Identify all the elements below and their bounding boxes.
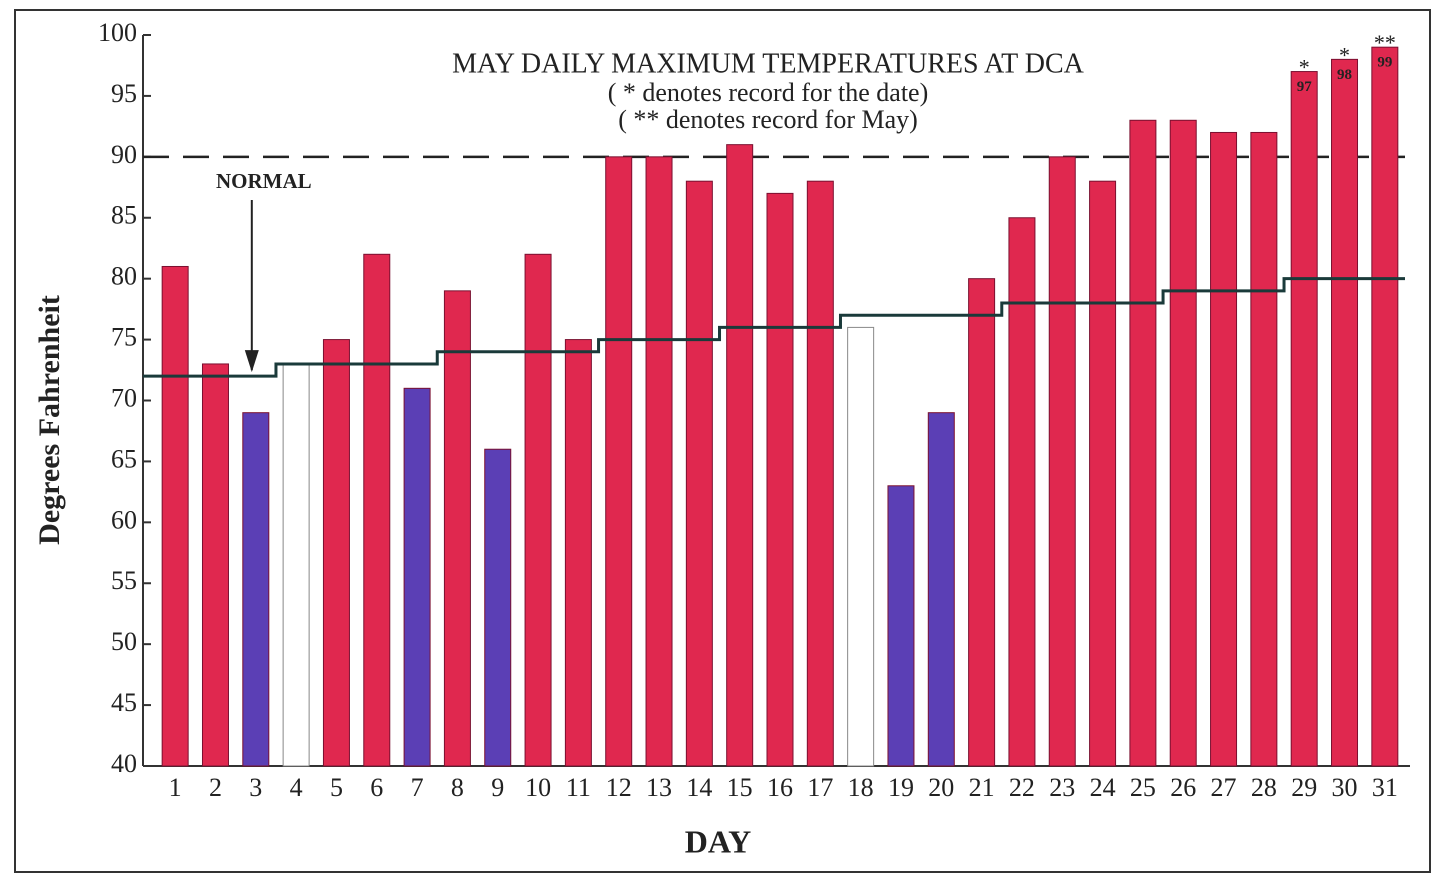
subtitle: ( ** denotes record for May) [618,105,918,134]
x-tick-label: 4 [290,773,303,802]
y-axis-label: Degrees Fahrenheit [33,295,66,545]
bar [524,253,552,767]
x-tick-label: 14 [686,773,712,802]
annotation: NORMAL [216,169,312,193]
bar [847,326,875,767]
bar [968,278,996,767]
x-tick-label: 31 [1372,773,1398,802]
y-tick-label: 60 [111,505,137,534]
x-tick-label: 25 [1130,773,1156,802]
x-tick-label: 29 [1291,773,1317,802]
bar [806,180,834,767]
y-tick-label: 85 [111,201,137,230]
bar [605,156,633,767]
x-tick-label: 16 [767,773,793,802]
bar [403,387,431,767]
bar [1129,119,1157,767]
x-tick-label: 30 [1332,773,1358,802]
x-tick-label: 22 [1009,773,1035,802]
x-tick-label: 13 [646,773,672,802]
bar [1008,217,1036,767]
record-mark: ** [1374,30,1396,55]
x-tick-label: 24 [1090,773,1116,802]
bar [685,180,713,767]
bar [1210,131,1238,767]
record-mark: * [1299,55,1310,80]
y-tick-label: 50 [111,627,137,656]
normal-line [143,277,1405,378]
x-tick-label: 7 [411,773,424,802]
bar [766,192,794,767]
x-tick-label: 10 [525,773,551,802]
x-tick-label: 20 [928,773,954,802]
y-tick-label: 70 [111,383,137,412]
x-tick-label: 17 [807,773,833,802]
record-mark: * [1339,42,1350,67]
x-tick-label: 19 [888,773,914,802]
x-tick-label: 12 [606,773,632,802]
x-tick-label: 1 [169,773,182,802]
x-tick-label: 9 [491,773,504,802]
subtitle: ( * denotes record for the date) [608,78,929,107]
bar [1169,119,1197,767]
bar [161,265,189,767]
annotation-arrowhead [244,350,259,373]
x-axis-label: DAY [685,823,751,859]
bar [363,253,391,767]
y-tick-label: 75 [111,323,137,352]
bar [322,339,350,767]
x-tick-label: 27 [1211,773,1237,802]
bar [1250,131,1278,767]
bar [927,412,955,767]
value-label: 98 [1337,67,1352,83]
x-tick-label: 11 [566,773,591,802]
x-tick-label: 8 [451,773,464,802]
bar [1048,156,1076,767]
x-tick-label: 6 [370,773,383,802]
bar [1371,46,1399,767]
value-label: 97 [1297,79,1313,95]
bar [1290,71,1318,767]
bar [1331,58,1359,767]
x-tick-label: 28 [1251,773,1277,802]
bar [887,485,915,767]
x-tick-label: 5 [330,773,343,802]
y-tick-label: 40 [111,749,137,778]
bar [564,339,592,767]
x-tick-label: 18 [848,773,874,802]
y-tick-label: 45 [111,688,137,717]
bar [201,363,229,767]
x-tick-label: 15 [727,773,753,802]
value-label: 99 [1377,55,1392,71]
bar [645,156,673,767]
y-tick-label: 55 [111,566,137,595]
bar [282,363,310,767]
bar [443,290,471,767]
bar [242,412,270,767]
frame [14,9,1431,873]
bar [484,448,512,767]
bar [1089,180,1117,767]
x-tick-label: 26 [1170,773,1196,802]
y-tick-label: 80 [111,262,137,291]
x-tick-label: 2 [209,773,222,802]
x-tick-label: 23 [1049,773,1075,802]
y-tick-label: 90 [111,140,137,169]
y-tick-label: 100 [98,18,137,47]
y-tick-label: 65 [111,444,137,473]
bar [726,144,754,767]
chart-title: MAY DAILY MAXIMUM TEMPERATURES AT DCA [452,48,1084,79]
x-tick-label: 3 [249,773,262,802]
x-tick-label: 21 [969,773,995,802]
y-tick-label: 95 [111,79,137,108]
